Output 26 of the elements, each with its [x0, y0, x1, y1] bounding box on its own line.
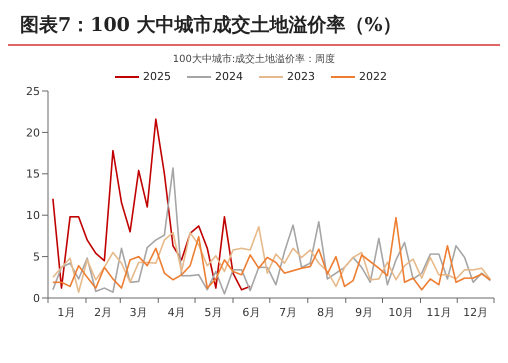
legend-label: 2022 [359, 70, 387, 83]
x-tick-label: 1月 [57, 306, 76, 319]
y-tick-label: 15 [26, 168, 40, 181]
chart-subtitle: 100大中城市:成交土地溢价率：周度 [172, 52, 336, 66]
y-tick-label: 25 [26, 84, 40, 98]
y-tick-label: 5 [33, 250, 40, 264]
y-tick-label: 0 [33, 292, 40, 305]
chart-title: 图表7：100 大中城市成交土地溢价率（%） [19, 13, 403, 38]
y-tick-label: 20 [26, 126, 40, 140]
x-tick-label: 3月 [130, 306, 148, 319]
legend-label: 2024 [215, 70, 243, 83]
x-tick-label: 2月 [94, 306, 112, 319]
legend-label: 2023 [287, 70, 315, 83]
x-tick-label: 12月 [463, 306, 488, 319]
x-tick-label: 4月 [168, 306, 186, 319]
y-tick-label: 10 [26, 209, 40, 222]
x-tick-label: 11月 [426, 306, 452, 319]
x-tick-label: 9月 [355, 306, 374, 319]
line-series [52, 118, 251, 291]
legend-label: 2025 [143, 70, 171, 83]
line-series [52, 167, 492, 295]
x-tick-label: 6月 [242, 306, 260, 319]
x-tick-label: 10月 [388, 306, 414, 319]
x-tick-label: 5月 [204, 306, 222, 319]
x-tick-label: 7月 [279, 306, 298, 319]
x-tick-label: 8月 [317, 306, 336, 319]
